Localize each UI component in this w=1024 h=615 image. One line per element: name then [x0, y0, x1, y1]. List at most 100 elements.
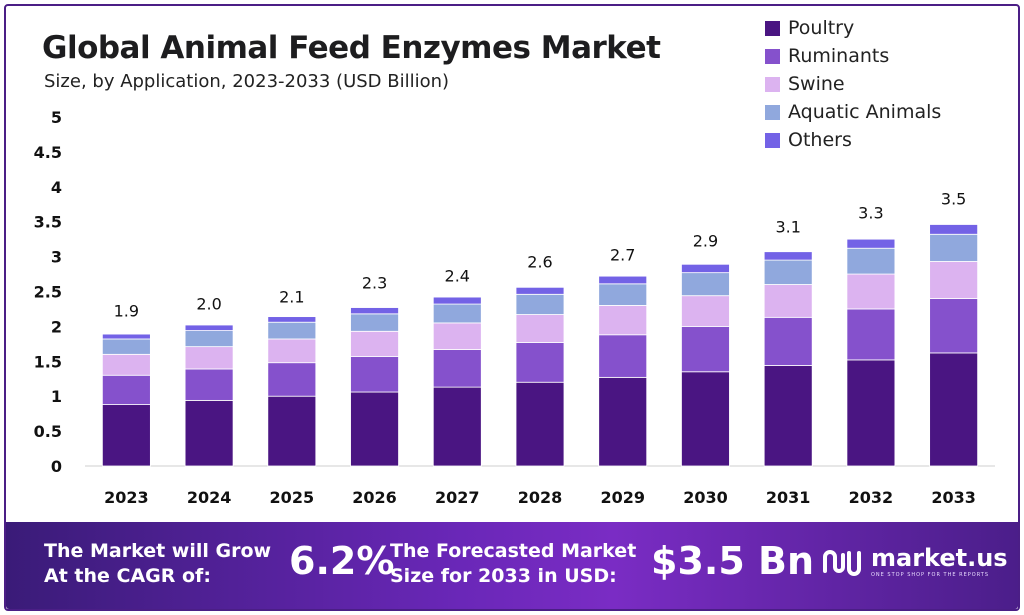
bar-segment-poultry — [763, 365, 813, 467]
bar-segment-poultry — [432, 386, 482, 467]
cagr-label-line2: At the CAGR of: — [44, 565, 211, 587]
bar-segment-ruminants — [267, 362, 317, 397]
y-tick-label: 0 — [51, 457, 62, 476]
y-tick-label: 1 — [51, 387, 62, 406]
y-tick-label: 3.5 — [34, 213, 62, 232]
bar-segment-poultry — [350, 391, 399, 467]
bar-segment-swine — [101, 353, 151, 376]
bar-segment-aquatic-animals — [763, 259, 813, 285]
bar-segment-others — [350, 307, 399, 315]
bar-segment-others — [929, 224, 979, 235]
bar-segment-aquatic-animals — [101, 338, 151, 355]
bar-segment-others — [681, 263, 730, 274]
x-tick-label: 2030 — [683, 488, 728, 507]
bar-total-label: 2.4 — [445, 266, 470, 285]
bar-segment-others — [598, 275, 648, 285]
bar-segment-swine — [846, 273, 896, 310]
bar-segment-others — [267, 316, 317, 323]
bar-total-label: 2.0 — [196, 294, 221, 313]
bar-segment-others — [432, 296, 482, 305]
brand-tagline: ONE STOP SHOP FOR THE REPORTS — [871, 572, 990, 578]
y-tick-label: 2.5 — [34, 283, 62, 302]
bar-segment-others — [763, 251, 813, 261]
bar-segment-aquatic-animals — [184, 330, 234, 348]
chart-subtitle: Size, by Application, 2023-2033 (USD Bil… — [44, 71, 450, 92]
bar-segment-others — [101, 333, 151, 340]
bar-segment-others — [515, 286, 565, 295]
legend-label-swine: Swine — [788, 73, 845, 95]
bar-segment-poultry — [101, 404, 151, 467]
brand[interactable]: market.us ONE STOP SHOP FOR THE REPORTS — [821, 545, 1008, 579]
y-tick-label: 3 — [51, 248, 62, 267]
x-tick-label: 2031 — [766, 488, 811, 507]
bar-segment-swine — [432, 322, 482, 350]
bar-segment-swine — [681, 295, 730, 327]
y-tick-label: 5 — [51, 108, 62, 127]
legend-label-others: Others — [788, 129, 852, 151]
bar-segment-ruminants — [846, 308, 896, 361]
bar-segment-poultry — [598, 376, 648, 467]
footer-banner: The Market will Grow At the CAGR of: 6.2… — [6, 522, 1018, 609]
forecast-label: The Forecasted Market Size for 2033 in U… — [390, 539, 650, 589]
bar-segment-aquatic-animals — [350, 313, 399, 332]
bar-total-label: 3.1 — [775, 218, 800, 237]
brand-text: market.us ONE STOP SHOP FOR THE REPORTS — [871, 546, 1008, 578]
bar-segment-aquatic-animals — [598, 283, 648, 306]
legend-swatch-swine — [765, 76, 780, 92]
brand-name: market.us — [871, 544, 1008, 572]
y-tick-label: 1.5 — [34, 352, 62, 371]
x-tick-label: 2029 — [600, 488, 645, 507]
y-tick-label: 4.5 — [34, 143, 62, 162]
bar-segment-swine — [184, 346, 234, 370]
legend-item-ruminants: Ruminants — [765, 42, 941, 70]
x-tick-label: 2028 — [518, 488, 563, 507]
bar-segment-poultry — [681, 371, 730, 467]
bar-segment-swine — [763, 284, 813, 318]
bar-segment-ruminants — [681, 325, 730, 373]
legend: Poultry Ruminants Swine Aquatic Animals … — [765, 14, 941, 154]
bar-segment-ruminants — [184, 368, 234, 401]
cagr-label-line1: The Market will Grow — [44, 540, 272, 562]
bar-segment-others — [846, 238, 896, 249]
bar-segment-ruminants — [350, 356, 399, 393]
chart-frame — [4, 4, 1020, 611]
cagr-value: 6.2% — [289, 539, 395, 583]
forecast-value: $3.5 Bn — [651, 539, 815, 583]
chart-title: Global Animal Feed Enzymes Market — [42, 30, 661, 66]
legend-item-swine: Swine — [765, 70, 941, 98]
x-tick-label: 2024 — [187, 488, 232, 507]
legend-item-aquatic-animals: Aquatic Animals — [765, 98, 941, 126]
bar-segment-others — [184, 324, 234, 331]
legend-swatch-others — [765, 132, 780, 148]
legend-swatch-aquatic-animals — [765, 104, 780, 120]
x-tick-label: 2023 — [104, 488, 149, 507]
cagr-label: The Market will Grow At the CAGR of: — [44, 539, 284, 589]
bar-segment-swine — [350, 330, 399, 357]
bar-total-label: 2.6 — [527, 253, 552, 272]
x-tick-label: 2027 — [435, 488, 480, 507]
y-tick-label: 0.5 — [34, 422, 62, 441]
x-tick-label: 2033 — [931, 488, 976, 507]
bar-segment-swine — [929, 261, 979, 299]
bar-segment-ruminants — [598, 334, 648, 378]
bar-segment-poultry — [267, 395, 317, 467]
bar-total-label: 2.7 — [610, 246, 635, 265]
y-tick-label: 4 — [51, 178, 62, 197]
x-tick-label: 2026 — [352, 488, 397, 507]
legend-label-poultry: Poultry — [788, 17, 855, 39]
bar-total-label: 2.1 — [279, 287, 304, 306]
bar-segment-ruminants — [101, 374, 151, 405]
bar-segment-aquatic-animals — [515, 293, 565, 315]
bar-segment-aquatic-animals — [267, 321, 317, 340]
bar-segment-swine — [515, 314, 565, 343]
bar-total-label: 1.9 — [114, 301, 139, 320]
bar-segment-poultry — [515, 381, 565, 467]
bar-segment-swine — [598, 305, 648, 336]
stacked-bar-chart: 0 0.5 1 1.5 2 2.5 3 3.5 4 4.5 5 1.9 2023 2.0 2024 2.1 20… — [34, 108, 995, 507]
bar-segment-ruminants — [929, 298, 979, 354]
y-tick-label: 2 — [51, 317, 62, 336]
bar-segment-ruminants — [432, 349, 482, 388]
bar-segment-poultry — [184, 399, 234, 467]
legend-swatch-ruminants — [765, 48, 780, 64]
legend-item-others: Others — [765, 126, 941, 154]
